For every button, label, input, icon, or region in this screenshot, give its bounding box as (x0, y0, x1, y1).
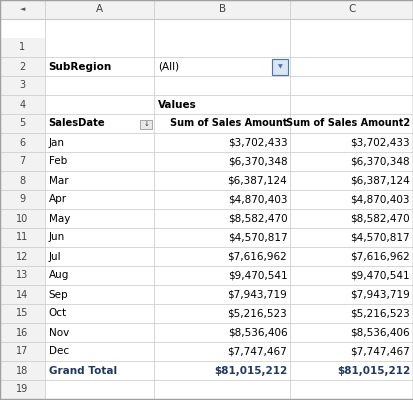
Bar (0, 285, 45, 304)
Text: A: A (96, 4, 103, 14)
Text: $8,536,406: $8,536,406 (350, 328, 410, 338)
Text: $4,570,817: $4,570,817 (228, 232, 287, 242)
Text: Jan: Jan (49, 138, 64, 148)
Bar (0, 152, 45, 171)
Text: Sum of Sales Amount2: Sum of Sales Amount2 (286, 118, 410, 128)
Text: SubRegion: SubRegion (49, 62, 112, 72)
Text: $5,216,523: $5,216,523 (350, 308, 410, 318)
Text: $4,570,817: $4,570,817 (350, 232, 410, 242)
Text: 7: 7 (19, 156, 26, 166)
Text: 18: 18 (16, 366, 28, 376)
Text: 8: 8 (19, 176, 25, 186)
Text: $7,747,467: $7,747,467 (228, 346, 287, 356)
Text: 9: 9 (19, 194, 25, 204)
Bar (0, 0, 413, 19)
Bar (0, 190, 45, 209)
Text: $5,216,523: $5,216,523 (228, 308, 287, 318)
Text: 5: 5 (19, 118, 26, 128)
Text: $7,616,962: $7,616,962 (350, 252, 410, 262)
Text: $9,470,541: $9,470,541 (350, 270, 410, 280)
Text: SalesDate: SalesDate (49, 118, 105, 128)
Text: 14: 14 (16, 290, 28, 300)
Bar (0, 266, 45, 285)
Text: Jun: Jun (49, 232, 65, 242)
Text: Grand Total: Grand Total (49, 366, 117, 376)
Bar (0, 38, 45, 57)
Bar (0, 133, 45, 152)
Text: 16: 16 (16, 328, 28, 338)
Text: $81,015,212: $81,015,212 (337, 366, 410, 376)
Text: Aug: Aug (49, 270, 69, 280)
Text: 6: 6 (19, 138, 25, 148)
Text: $3,702,433: $3,702,433 (350, 138, 410, 148)
Bar (0, 380, 45, 399)
Bar (0, 323, 45, 342)
Bar (0, 76, 45, 95)
Text: 15: 15 (16, 308, 28, 318)
Text: Feb: Feb (49, 156, 67, 166)
Text: $8,582,470: $8,582,470 (350, 214, 410, 224)
Text: 2: 2 (19, 62, 26, 72)
Text: B: B (218, 4, 226, 14)
Text: $4,870,403: $4,870,403 (228, 194, 287, 204)
Text: 13: 13 (16, 270, 28, 280)
Text: $7,616,962: $7,616,962 (228, 252, 287, 262)
Text: $4,870,403: $4,870,403 (351, 194, 410, 204)
Bar (0, 95, 45, 114)
Text: Values: Values (158, 100, 197, 110)
Text: Jul: Jul (49, 252, 61, 262)
Bar (140, 120, 152, 128)
Text: C: C (348, 4, 355, 14)
Bar (0, 247, 45, 266)
Text: $8,582,470: $8,582,470 (228, 214, 287, 224)
Bar (0, 57, 45, 76)
Text: Oct: Oct (49, 308, 67, 318)
Text: Dec: Dec (49, 346, 69, 356)
Text: Sum of Sales Amount: Sum of Sales Amount (170, 118, 287, 128)
Text: $7,943,719: $7,943,719 (228, 290, 287, 300)
Text: $8,536,406: $8,536,406 (228, 328, 287, 338)
Text: (All): (All) (158, 62, 179, 72)
Text: 3: 3 (19, 80, 25, 90)
Text: 19: 19 (16, 384, 28, 394)
Text: $7,943,719: $7,943,719 (350, 290, 410, 300)
Text: 1: 1 (19, 42, 25, 52)
Bar (0, 228, 45, 247)
Text: ↓: ↓ (143, 120, 149, 126)
Text: $81,015,212: $81,015,212 (214, 366, 287, 376)
Text: $9,470,541: $9,470,541 (228, 270, 287, 280)
Bar (0, 209, 45, 228)
Text: 12: 12 (16, 252, 28, 262)
Text: 4: 4 (19, 100, 25, 110)
Text: May: May (49, 214, 70, 224)
Text: Sep: Sep (49, 290, 68, 300)
Text: ◄: ◄ (19, 6, 25, 12)
Bar (272, 58, 288, 74)
Bar (0, 342, 45, 361)
Bar (0, 304, 45, 323)
Text: Nov: Nov (49, 328, 69, 338)
Text: $6,387,124: $6,387,124 (350, 176, 410, 186)
Text: Apr: Apr (49, 194, 67, 204)
Bar (0, 171, 45, 190)
Text: 17: 17 (16, 346, 28, 356)
Text: Mar: Mar (49, 176, 68, 186)
Bar (0, 114, 45, 133)
Text: $3,702,433: $3,702,433 (228, 138, 287, 148)
Bar (0, 361, 45, 380)
Text: 10: 10 (16, 214, 28, 224)
Text: $7,747,467: $7,747,467 (350, 346, 410, 356)
Text: 11: 11 (16, 232, 28, 242)
Text: $6,387,124: $6,387,124 (228, 176, 287, 186)
Text: ▼: ▼ (278, 64, 283, 69)
Text: $6,370,348: $6,370,348 (228, 156, 287, 166)
Text: $6,370,348: $6,370,348 (350, 156, 410, 166)
